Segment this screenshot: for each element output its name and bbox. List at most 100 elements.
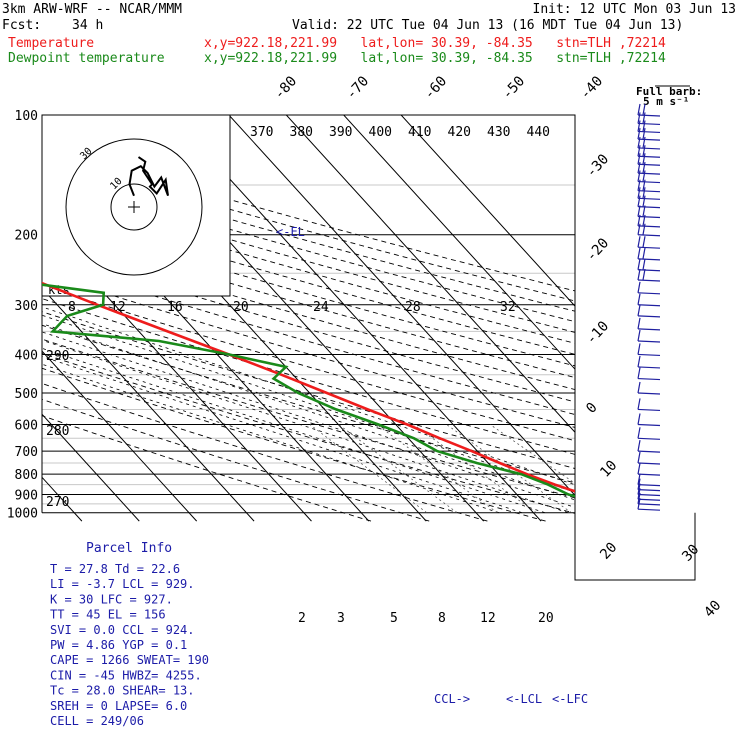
theta-tick-label: 380 (290, 125, 313, 140)
moist-adiabat-line (42, 234, 568, 514)
mixing-ratio-line (413, 424, 537, 514)
wind-barb-staff (637, 484, 661, 487)
wind-barb-flag (637, 398, 641, 410)
wind-barb-staff (637, 147, 661, 150)
mixing-ratio-bottom-label: 20 (538, 611, 554, 626)
mixing-ratio-top-label: 16 (167, 300, 183, 315)
wind-barb (637, 483, 661, 497)
isotherm-tick-label: 40 (701, 597, 724, 620)
wind-barb-staff (637, 130, 661, 134)
wind-barb (637, 187, 661, 200)
theta-tick-label: 440 (527, 125, 550, 140)
wind-barb (637, 281, 661, 295)
isotherm-line (42, 115, 140, 522)
parcel-info-box: Parcel Info T = 27.8 Td = 22.6LI = -3.7 L… (42, 537, 242, 730)
wind-barb (637, 268, 661, 282)
isotherm-tick-label: -70 (343, 73, 372, 102)
mixing-ratio-line (338, 424, 458, 514)
wind-barb-flag (637, 343, 641, 355)
legend-dewpoint-label: Dewpoint temperature (8, 51, 165, 66)
mixing-ratio-bottom-label: 5 (390, 611, 398, 626)
wind-barb-staff (637, 328, 661, 331)
dry-adiabat-line (42, 115, 695, 522)
parcel-row: Tc = 28.0 SHEAR= 13. (50, 684, 195, 698)
lcl-marker: <-LCL (506, 692, 542, 706)
wind-barb-flag (637, 381, 641, 394)
wind-barb-staff (637, 304, 661, 307)
wind-barb (637, 317, 661, 331)
parcel-row: SVI = 0.0 CCL = 924. (50, 623, 195, 637)
wind-barb-staff (637, 408, 661, 412)
wind-barb-flag (642, 195, 646, 207)
pressure-tick-label: 300 (15, 299, 38, 314)
wind-barb-flag (637, 103, 641, 116)
forecast-label: Fcst: (2, 18, 42, 33)
wind-barb-staff (637, 246, 661, 249)
wind-barb (637, 473, 661, 487)
mixing-ratio-line (376, 424, 498, 514)
wind-barb-flag (637, 281, 641, 293)
wind-barb-flag (637, 170, 641, 182)
wind-barb-staff (637, 353, 661, 357)
mixing-ratio-top-label: 8 (68, 300, 76, 315)
pressure-tick-label: 200 (15, 229, 38, 244)
isotherm-tick-label: 0 (583, 400, 600, 417)
isotherm-tick-label: -60 (421, 73, 450, 102)
wind-barb-flag (637, 120, 641, 132)
wind-barb (637, 128, 661, 141)
mixing-ratio-line (309, 424, 427, 514)
legend-temperature-label: Temperature (8, 36, 95, 51)
wind-barb-flag (642, 268, 646, 281)
isotherm-tick-label: -10 (583, 318, 612, 347)
isotherm-line (335, 115, 695, 522)
dewpoint-profile (42, 115, 607, 514)
pressure-tick-label: 1000 (7, 507, 38, 522)
wind-barb-staff (637, 197, 661, 200)
wind-barb (637, 329, 661, 343)
ccl-marker: CCL-> (434, 692, 470, 706)
dry-adiabat-label: 270 (46, 495, 69, 510)
wind-barb-flag (637, 195, 641, 207)
theta-tick-label: 390 (329, 125, 352, 140)
parcel-row: TT = 45 EL = 156 (50, 608, 166, 622)
wind-barb-staff (637, 450, 661, 453)
legend-temperature-info: x,y=922.18,221.99 lat,lon= 30.39, -84.35… (204, 36, 666, 51)
wind-barb-staff (637, 172, 661, 175)
parcel-box-bg (42, 537, 242, 730)
mixing-ratio-top-label: 20 (233, 300, 249, 315)
wind-barb-staff (637, 225, 661, 228)
mixing-ratio-top-label: 32 (500, 300, 516, 315)
wind-barb-flag (637, 427, 641, 439)
isotherm-tick-label: 20 (597, 539, 620, 562)
pressure-tick-label: 700 (15, 445, 38, 460)
pressure-tick-label: 900 (15, 489, 38, 504)
wind-barb-staff (637, 215, 661, 219)
parcel-row: SREH = 0 LAPSE= 6.0 (50, 699, 187, 713)
mixing-ratio-bottom-label: 12 (480, 611, 496, 626)
isotherm-tick-label: 10 (597, 457, 620, 480)
isotherm-tick-label: -30 (583, 151, 612, 180)
theta-tick-label: 370 (250, 125, 273, 140)
wind-barb (637, 463, 661, 476)
isotherm-tick-label: -40 (577, 73, 606, 102)
wind-barb-flag (642, 247, 646, 259)
isotherm-line (220, 115, 599, 522)
full-barb-unit: 5 m s⁻¹ (643, 95, 689, 108)
parcel-row: CIN = -45 HWBZ= 4255. (50, 668, 202, 682)
pressure-tick-label: 600 (15, 418, 38, 433)
theta-tick-label: 400 (369, 125, 392, 140)
wind-barb (637, 439, 661, 453)
wind-barb-staff (637, 292, 661, 295)
wind-barb-staff (637, 258, 661, 261)
mixing-ratio-line (446, 424, 572, 514)
wind-barb (637, 293, 661, 307)
init-time: Init: 12 UTC Mon 03 Jun 13 (532, 2, 737, 17)
wind-barb-staff (637, 489, 661, 492)
wind-barb-staff (637, 377, 661, 381)
wind-barbs (637, 103, 661, 511)
wind-barb-staff (637, 122, 661, 126)
wind-barb-flag (642, 223, 646, 235)
el-marker: <-EL (276, 225, 305, 239)
hodograph-ring-inner (110, 183, 158, 231)
